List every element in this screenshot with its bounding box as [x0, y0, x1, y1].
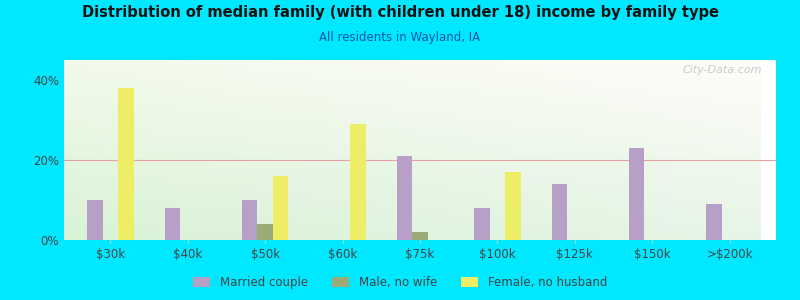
Bar	[706, 204, 722, 240]
Bar	[551, 184, 567, 240]
Text: All residents in Wayland, IA: All residents in Wayland, IA	[319, 32, 481, 44]
Bar	[242, 200, 258, 240]
Bar	[397, 156, 412, 240]
Text: City-Data.com: City-Data.com	[682, 65, 762, 75]
Bar	[412, 232, 428, 240]
Bar	[165, 208, 180, 240]
Text: Distribution of median family (with children under 18) income by family type: Distribution of median family (with chil…	[82, 4, 718, 20]
Bar	[350, 124, 366, 240]
Bar	[273, 176, 289, 240]
Bar	[629, 148, 645, 240]
Bar	[118, 88, 134, 240]
Legend: Married couple, Male, no wife, Female, no husband: Married couple, Male, no wife, Female, n…	[188, 272, 612, 294]
Bar	[258, 224, 273, 240]
Bar	[87, 200, 102, 240]
Bar	[474, 208, 490, 240]
Bar	[505, 172, 521, 240]
